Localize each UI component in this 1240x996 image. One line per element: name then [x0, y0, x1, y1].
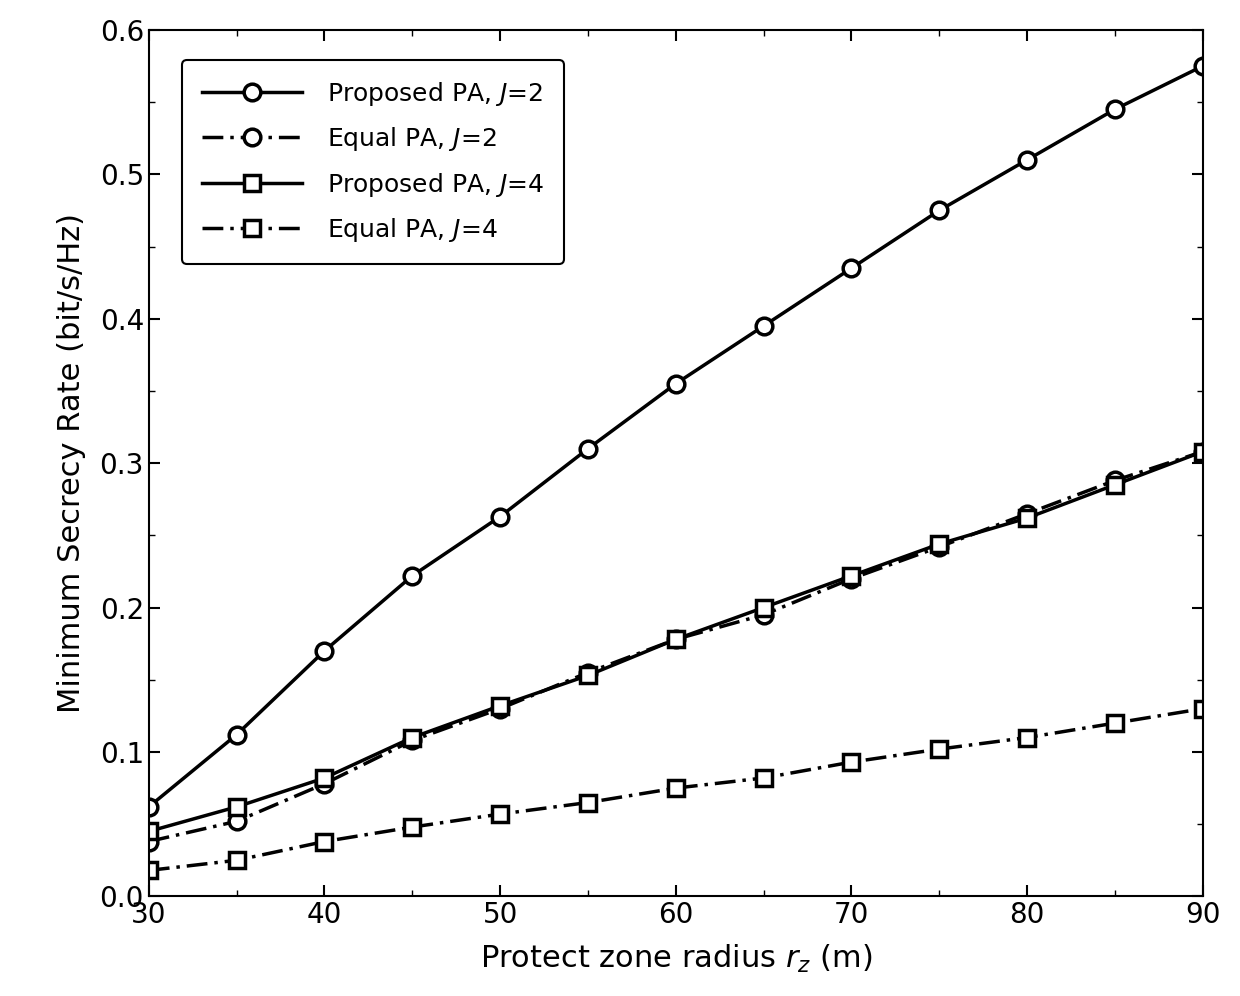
Proposed PA, $J$=4 [141, 826, 156, 838]
Equal PA, $J$=4 [492, 808, 507, 820]
Equal PA, $J$=2 [580, 666, 595, 678]
Equal PA, $J$=4 [580, 797, 595, 809]
Equal PA, $J$=2 [1019, 508, 1034, 520]
Proposed PA, $J$=2 [668, 377, 683, 389]
Proposed PA, $J$=4 [756, 602, 771, 614]
Equal PA, $J$=2 [1195, 445, 1210, 457]
Equal PA, $J$=4 [1195, 703, 1210, 715]
Equal PA, $J$=2 [756, 609, 771, 621]
Equal PA, $J$=2 [229, 816, 244, 828]
X-axis label: Protect zone radius $r_z$ (m): Protect zone radius $r_z$ (m) [480, 943, 872, 975]
Line: Equal PA, $J$=4: Equal PA, $J$=4 [140, 700, 1211, 878]
Proposed PA, $J$=4 [580, 669, 595, 681]
Equal PA, $J$=4 [317, 836, 332, 848]
Equal PA, $J$=2 [317, 778, 332, 790]
Equal PA, $J$=4 [229, 855, 244, 867]
Proposed PA, $J$=4 [932, 538, 947, 550]
Proposed PA, $J$=2 [1195, 60, 1210, 72]
Legend: Proposed PA, $J$=2, Equal PA, $J$=2, Proposed PA, $J$=4, Equal PA, $J$=4: Proposed PA, $J$=2, Equal PA, $J$=2, Pro… [182, 60, 564, 264]
Equal PA, $J$=4 [1019, 731, 1034, 743]
Proposed PA, $J$=2 [229, 729, 244, 741]
Proposed PA, $J$=2 [756, 320, 771, 332]
Line: Proposed PA, $J$=2: Proposed PA, $J$=2 [140, 58, 1211, 815]
Proposed PA, $J$=4 [1019, 512, 1034, 524]
Proposed PA, $J$=2 [317, 645, 332, 657]
Proposed PA, $J$=2 [492, 511, 507, 523]
Equal PA, $J$=4 [668, 782, 683, 794]
Equal PA, $J$=4 [1107, 717, 1122, 729]
Proposed PA, $J$=4 [1107, 479, 1122, 491]
Line: Proposed PA, $J$=4: Proposed PA, $J$=4 [140, 443, 1211, 840]
Proposed PA, $J$=4 [404, 731, 419, 743]
Proposed PA, $J$=4 [492, 700, 507, 712]
Proposed PA, $J$=2 [932, 204, 947, 216]
Proposed PA, $J$=2 [844, 262, 859, 274]
Equal PA, $J$=2 [932, 541, 947, 553]
Proposed PA, $J$=2 [1019, 153, 1034, 165]
Equal PA, $J$=4 [404, 821, 419, 833]
Proposed PA, $J$=4 [229, 801, 244, 813]
Equal PA, $J$=2 [844, 573, 859, 585]
Equal PA, $J$=2 [1107, 474, 1122, 486]
Equal PA, $J$=2 [404, 734, 419, 746]
Y-axis label: Minimum Secrecy Rate (bit/s/Hz): Minimum Secrecy Rate (bit/s/Hz) [57, 213, 86, 713]
Proposed PA, $J$=2 [404, 570, 419, 582]
Equal PA, $J$=2 [141, 836, 156, 848]
Equal PA, $J$=4 [932, 743, 947, 755]
Proposed PA, $J$=4 [1195, 445, 1210, 457]
Equal PA, $J$=4 [756, 772, 771, 784]
Proposed PA, $J$=2 [580, 442, 595, 454]
Line: Equal PA, $J$=2: Equal PA, $J$=2 [140, 443, 1211, 850]
Proposed PA, $J$=4 [317, 772, 332, 784]
Proposed PA, $J$=2 [1107, 104, 1122, 116]
Proposed PA, $J$=4 [668, 633, 683, 645]
Equal PA, $J$=2 [492, 703, 507, 715]
Proposed PA, $J$=4 [844, 570, 859, 582]
Equal PA, $J$=2 [668, 633, 683, 645]
Equal PA, $J$=4 [844, 756, 859, 768]
Proposed PA, $J$=2 [141, 801, 156, 813]
Equal PA, $J$=4 [141, 865, 156, 876]
